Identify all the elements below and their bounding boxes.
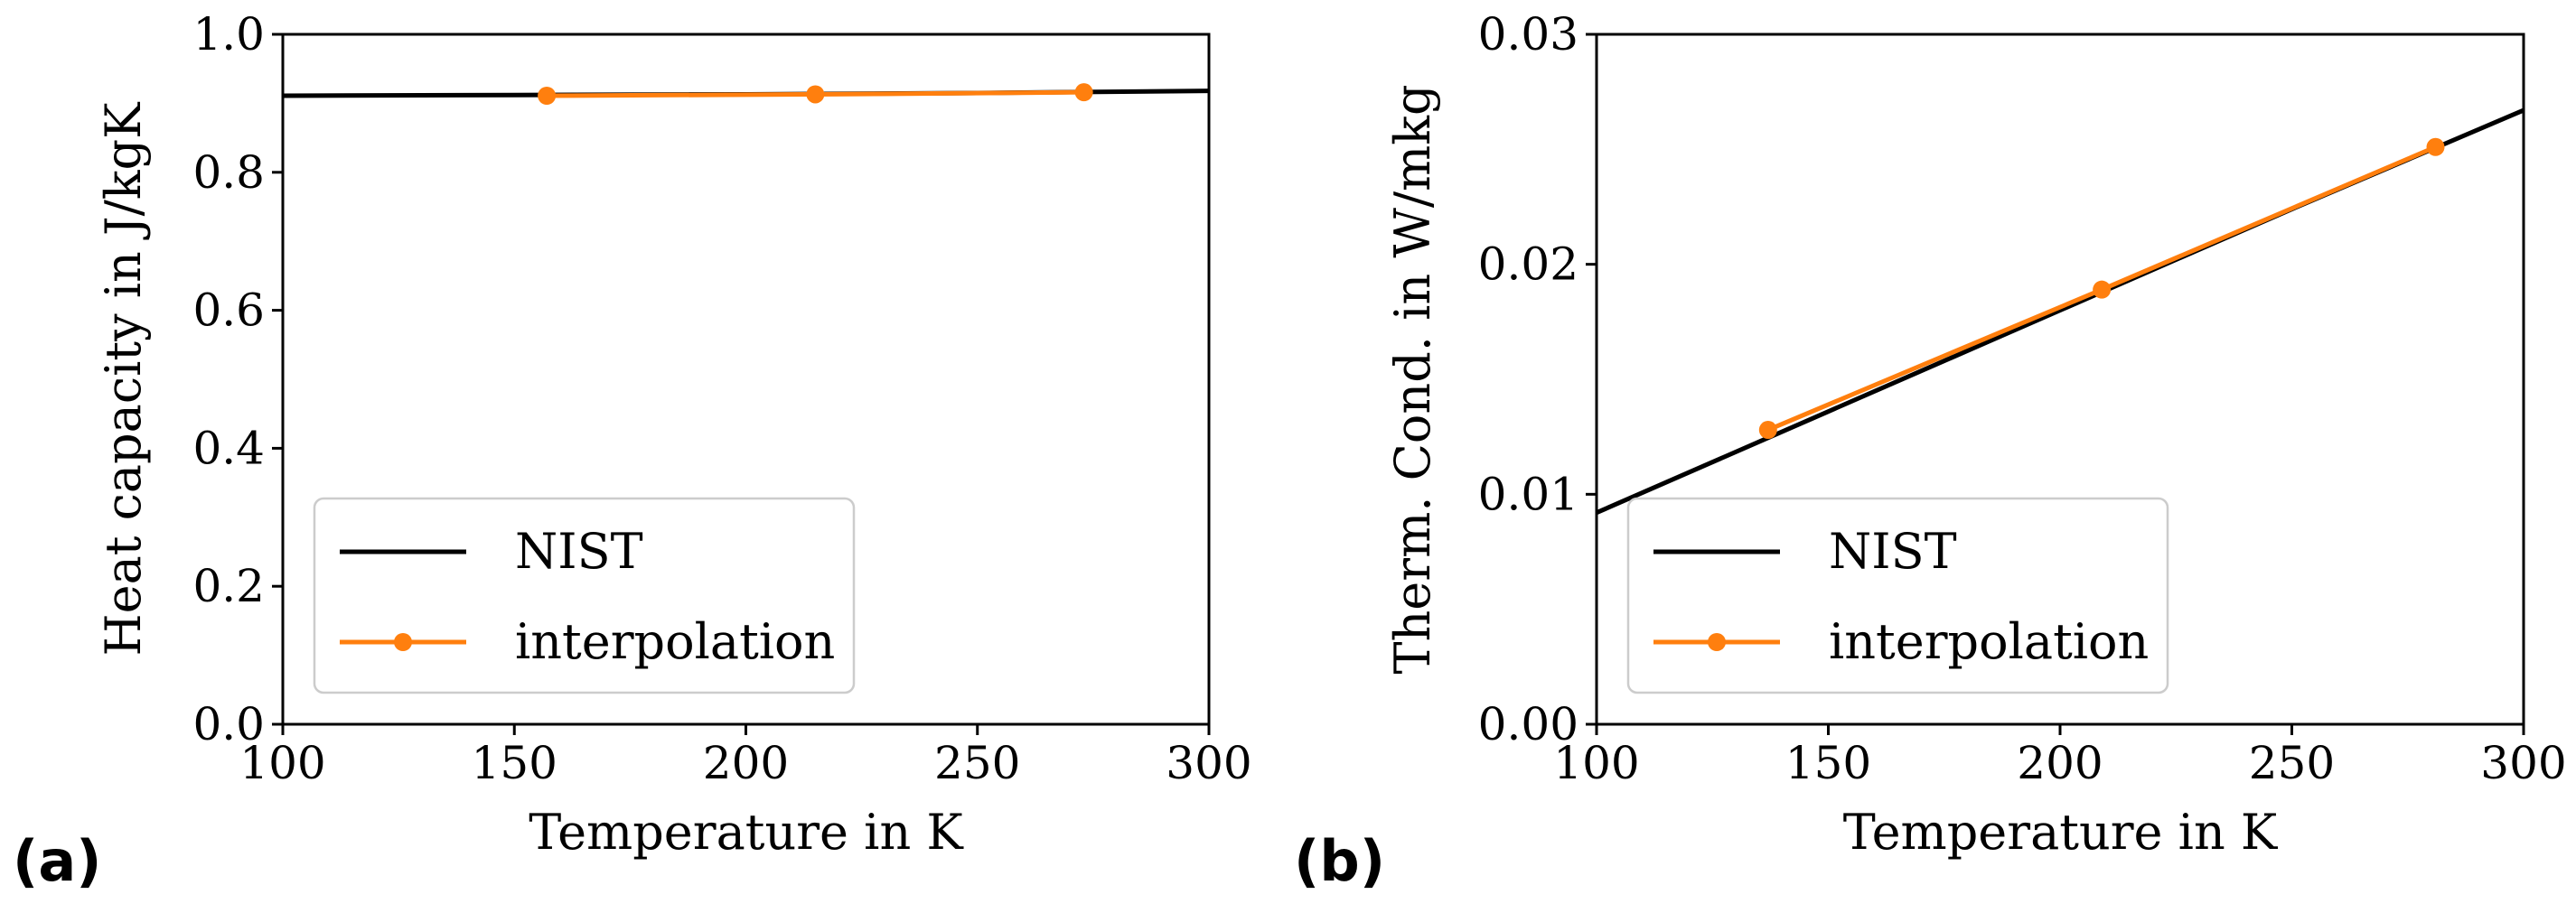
chart-panel-b: 100 150 200 250 300 0.00 0.01 0.02 0.03 Temperatu… — [1294, 8, 2567, 894]
x-tick-label: 300 — [2480, 737, 2566, 789]
y-tick-label: 0.03 — [1478, 8, 1578, 61]
legend-label-NIST: NIST — [1829, 523, 1957, 580]
x-tick-label: 300 — [1166, 737, 1251, 789]
y-tick-label: 0.8 — [192, 146, 265, 199]
data-point-interpolation — [2426, 137, 2445, 156]
data-point-interpolation — [806, 85, 825, 104]
data-point-interpolation — [538, 86, 557, 105]
x-tick-label: 150 — [1785, 737, 1871, 789]
x-tick-label: 200 — [2017, 737, 2103, 789]
x-tick-label: 200 — [703, 737, 789, 789]
x-tick-label: 250 — [934, 737, 1020, 789]
x-axis-label: Temperature in K — [1843, 804, 2279, 861]
panel-label: (b) — [1294, 828, 1385, 894]
legend-label-interpolation: interpolation — [515, 613, 835, 670]
data-point-interpolation — [1074, 83, 1093, 102]
x-tick-label: 100 — [1553, 737, 1639, 789]
chart-panel-a: 100 150 200 250 300 0.0 0.2 0.4 0.6 0.8 1.0 Tempera… — [13, 8, 1252, 894]
y-axis-label: Heat capacity in J/kgK — [95, 101, 152, 657]
data-point-interpolation — [1758, 421, 1777, 440]
y-tick-label: 1.0 — [192, 8, 265, 61]
legend-label-interpolation: interpolation — [1829, 613, 2149, 670]
legend: NIST interpolation — [1626, 497, 2169, 694]
legend-marker-interpolation — [1708, 633, 1726, 651]
y-tick-label: 0.2 — [192, 560, 265, 612]
x-axis-label: Temperature in K — [529, 804, 964, 861]
y-tick-label: 0.6 — [192, 284, 265, 337]
x-tick-label: 150 — [472, 737, 557, 789]
y-tick-label: 0.01 — [1478, 468, 1578, 520]
x-tick-label: 250 — [2249, 737, 2335, 789]
y-tick-label: 0.02 — [1478, 238, 1578, 291]
y-tick-label: 0.4 — [192, 422, 265, 474]
x-tick-label: 100 — [239, 737, 325, 789]
data-point-interpolation — [2093, 280, 2112, 299]
y-axis-label: Therm. Cond. in W/mkg — [1384, 84, 1441, 674]
panel-label: (a) — [13, 828, 102, 894]
y-tick-label: 0.0 — [192, 698, 265, 750]
y-tick-label: 0.00 — [1478, 698, 1578, 750]
legend: NIST interpolation — [313, 497, 856, 694]
legend-marker-interpolation — [394, 633, 412, 651]
legend-label-NIST: NIST — [515, 523, 643, 580]
